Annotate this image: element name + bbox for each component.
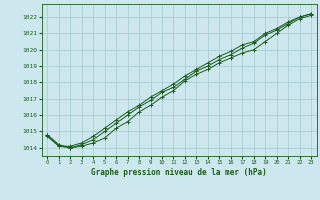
X-axis label: Graphe pression niveau de la mer (hPa): Graphe pression niveau de la mer (hPa) <box>91 168 267 177</box>
